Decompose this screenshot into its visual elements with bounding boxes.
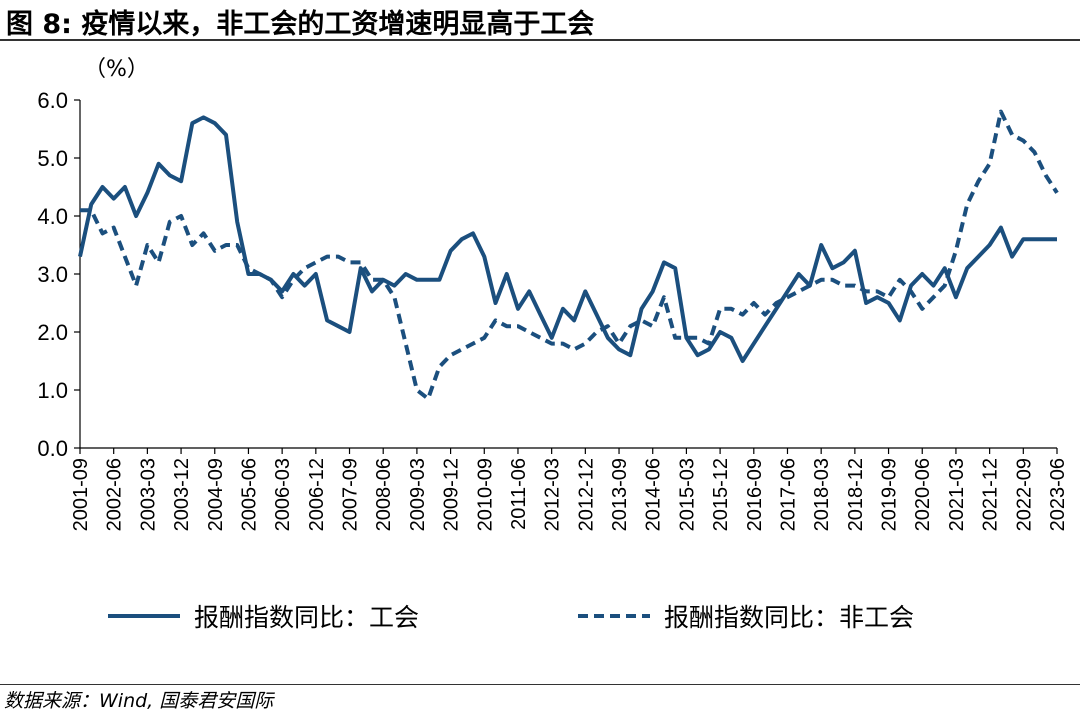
y-tick-label: 3.0: [37, 262, 68, 287]
chart-labels: （%） 0.0 1.0 2.0 3.0 4.0 5.0 6.0 2001-09 2002-06 20…: [37, 57, 1069, 531]
x-tick-label: 2009-03: [407, 458, 429, 531]
x-tick-label: 2005-06: [238, 458, 260, 531]
x-tick-label: 2013-09: [609, 458, 631, 531]
y-tick-label: 2.0: [37, 320, 68, 345]
x-tick-label: 2019-09: [879, 458, 901, 531]
x-tick-label: 2018-03: [811, 458, 833, 531]
x-tick-label: 2006-03: [272, 458, 294, 531]
x-tick-label: 2020-06: [912, 458, 934, 531]
x-tick-label: 2011-06: [508, 458, 530, 530]
x-tick-label: 2021-12: [980, 458, 1002, 531]
x-tick-label: 2016-09: [744, 458, 766, 531]
x-tick-label: 2003-03: [137, 458, 159, 531]
x-tick-label: 2009-12: [441, 458, 463, 531]
x-tick-label: 2012-12: [575, 458, 597, 531]
x-tick-label: 2010-09: [474, 458, 496, 531]
x-tick-label: 2022-09: [1013, 458, 1035, 531]
x-tick-label: 2007-09: [340, 458, 362, 531]
x-tick-label: 2018-12: [845, 458, 867, 531]
x-tick-label: 2017-06: [777, 458, 799, 531]
y-tick-label: 1.0: [37, 378, 68, 403]
y-unit-label: （%）: [84, 57, 149, 82]
figure-title: 图 8: 疫情以来，非工会的工资增速明显高于工会: [6, 9, 595, 40]
y-tick-label: 6.0: [37, 88, 68, 113]
x-tick-label: 2004-09: [205, 458, 227, 531]
x-tick-label: 2002-06: [104, 458, 126, 531]
legend-item-union: 报酬指数同比：工会: [108, 598, 419, 634]
chart-axes: [74, 99, 1058, 454]
x-tick-label: 2015-03: [676, 458, 698, 531]
legend-label-non-union: 报酬指数同比：非工会: [664, 603, 915, 632]
x-tick-label: 2006-12: [306, 458, 328, 531]
y-tick-label: 0.0: [37, 436, 68, 461]
footer-divider: [0, 684, 1080, 685]
x-tick-label: 2008-06: [373, 458, 395, 531]
x-tick-label: 2023-06: [1047, 458, 1069, 531]
series-line-non-union: [80, 109, 1059, 401]
legend-dashed-line-icon: [578, 614, 650, 618]
title-divider: [0, 39, 1080, 41]
y-tick-label: 5.0: [37, 146, 68, 171]
x-tick-label: 2021-03: [946, 458, 968, 531]
chart-series: [78, 109, 1059, 401]
legend-item-non-union: 报酬指数同比：非工会: [578, 598, 914, 634]
x-tick-label: 2012-03: [542, 458, 564, 531]
y-tick-label: 4.0: [37, 204, 68, 229]
x-tick-label: 2003-12: [171, 458, 193, 531]
legend-solid-line-icon: [108, 614, 180, 618]
x-tick-label: 2014-06: [643, 458, 665, 531]
x-tick-label: 2001-09: [70, 458, 92, 531]
legend-label-union: 报酬指数同比：工会: [194, 603, 420, 632]
x-tick-label: 2015-12: [710, 458, 732, 531]
line-chart: （%） 0.0 1.0 2.0 3.0 4.0 5.0 6.0 2001-09 2002-06 20…: [37, 57, 1069, 531]
source-note: 数据来源：Wind, 国泰君安国际: [4, 690, 274, 712]
series-line-union: [78, 115, 1057, 363]
